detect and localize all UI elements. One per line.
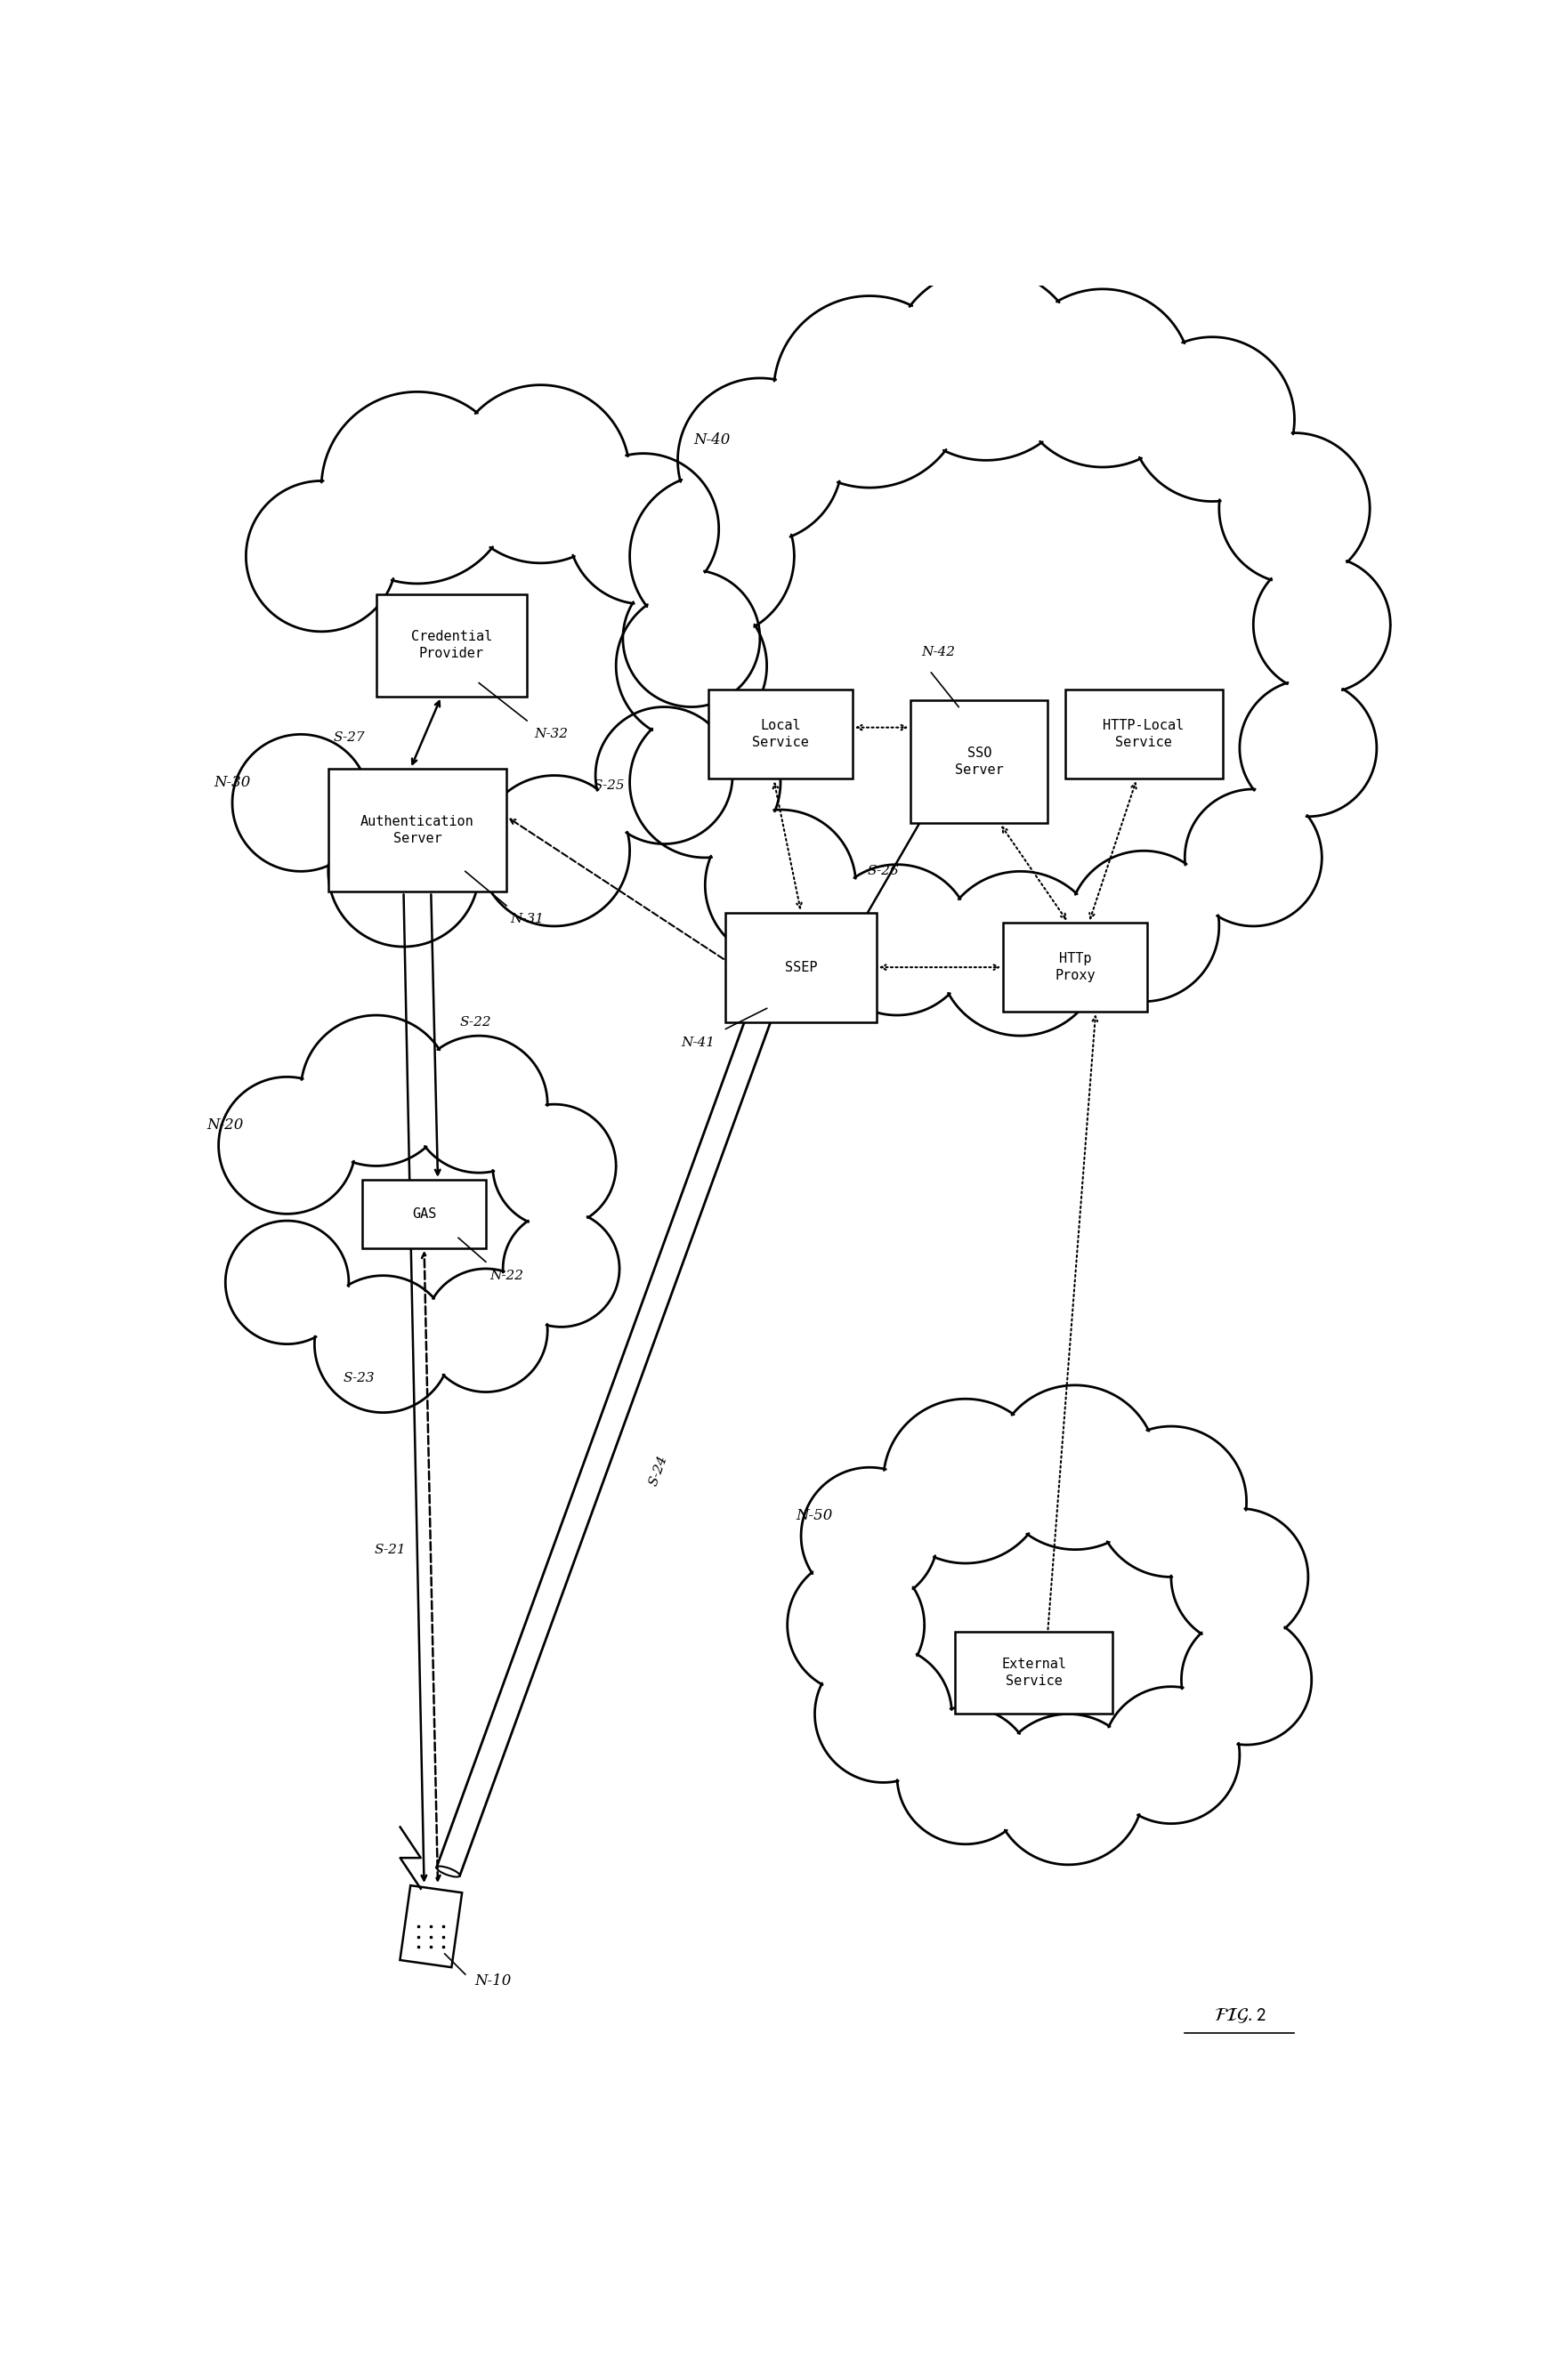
Circle shape [503,1211,620,1328]
Bar [708,690,853,778]
Circle shape [301,1016,452,1166]
Text: S-21: S-21 [374,1542,405,1557]
Circle shape [595,707,733,845]
Text: N-32: N-32 [534,728,568,740]
Text: SSO
Server: SSO Server [955,747,1003,776]
Circle shape [822,864,972,1016]
Circle shape [938,871,1103,1035]
Circle shape [815,1645,952,1783]
Circle shape [233,735,370,871]
Ellipse shape [436,1866,460,1878]
Circle shape [1253,557,1390,693]
Text: Local
Service: Local Service [752,719,809,750]
Circle shape [225,1221,349,1345]
Text: S-22: S-22 [460,1016,491,1028]
Text: GAS: GAS [412,1207,436,1221]
Circle shape [623,569,759,707]
Circle shape [1014,288,1191,466]
Circle shape [1239,681,1376,816]
Text: N-20: N-20 [207,1116,244,1133]
Circle shape [890,269,1082,459]
Circle shape [452,386,629,564]
Circle shape [992,1714,1143,1864]
Circle shape [1131,338,1295,502]
Bar [328,769,506,892]
Text: S-27: S-27 [332,731,365,745]
Circle shape [884,1399,1048,1564]
Text: N-22: N-22 [489,1269,523,1283]
Circle shape [801,1468,938,1604]
Circle shape [219,1076,356,1214]
Bar [362,1180,486,1247]
Circle shape [992,1385,1157,1549]
Text: S-23: S-23 [343,1373,374,1385]
Polygon shape [436,1012,772,1875]
Circle shape [1171,1509,1308,1645]
Circle shape [1096,1426,1247,1578]
Text: SSEP: SSEP [784,962,817,973]
Text: N-30: N-30 [214,776,250,790]
Circle shape [492,1104,617,1228]
Bar [1065,690,1222,778]
Text: HTTP-Local
Service: HTTP-Local Service [1103,719,1185,750]
Circle shape [424,1269,548,1392]
Circle shape [1103,1687,1239,1823]
Circle shape [629,707,781,857]
Circle shape [773,295,966,488]
Text: N-31: N-31 [509,914,544,926]
Circle shape [1182,1614,1312,1745]
Text: N-42: N-42 [921,645,955,659]
Circle shape [629,474,794,638]
Text: S-24: S-24 [648,1454,671,1488]
Text: HTTp
Proxy: HTTp Proxy [1054,952,1095,983]
Circle shape [898,1706,1034,1844]
Circle shape [328,795,478,947]
Text: Credential
Provider: Credential Provider [412,631,492,662]
Circle shape [1068,850,1219,1002]
Circle shape [245,481,396,631]
Text: Authentication
Server: Authentication Server [360,814,474,845]
Text: N-50: N-50 [797,1509,832,1523]
Bar [725,912,876,1021]
Circle shape [677,378,842,543]
Text: $\mathcal{FIG. 2}$: $\mathcal{FIG. 2}$ [1213,2006,1266,2025]
Text: N-10: N-10 [474,1973,511,1990]
Circle shape [478,776,629,926]
Circle shape [617,590,767,740]
Circle shape [705,809,856,962]
Bar [1003,923,1148,1012]
Text: S-25: S-25 [593,781,624,793]
Circle shape [410,1035,548,1173]
Text: N-40: N-40 [694,433,730,447]
Circle shape [315,1276,452,1414]
Bar [401,1885,463,1968]
Text: S-26: S-26 [868,864,899,878]
Bar [376,595,526,697]
Circle shape [787,1557,924,1695]
Bar [955,1633,1114,1714]
Text: External
Service: External Service [1002,1659,1067,1687]
Bar [910,700,1048,823]
Text: N-41: N-41 [682,1035,716,1050]
Circle shape [1219,433,1370,583]
Circle shape [1185,790,1322,926]
Circle shape [568,455,719,605]
Circle shape [321,393,512,583]
